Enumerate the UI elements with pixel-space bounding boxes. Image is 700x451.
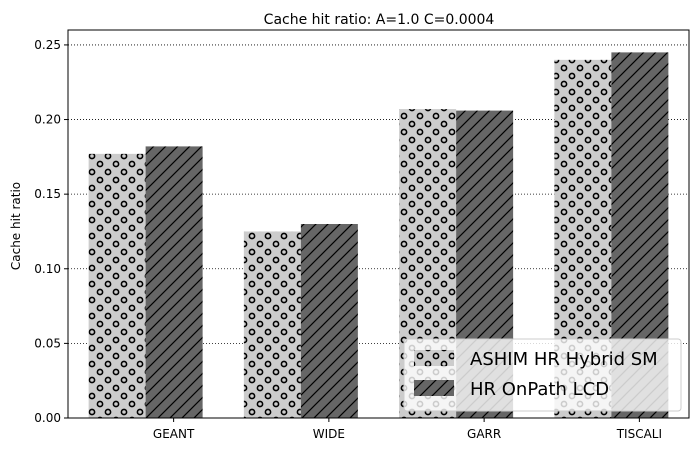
- legend-swatch-onpath: [414, 380, 454, 396]
- x-tick-label: WIDE: [313, 427, 345, 441]
- legend-label-onpath: HR OnPath LCD: [470, 379, 609, 400]
- x-tick-label: TISCALI: [616, 427, 662, 441]
- y-tick-label: 0.00: [34, 411, 61, 425]
- y-tick-label: 0.15: [34, 187, 61, 201]
- legend-box: [403, 338, 682, 412]
- legend: ASHIM HR Hybrid SM HR OnPath LCD: [403, 338, 682, 412]
- bar-geant-series-0: [88, 153, 146, 418]
- x-axis-ticks: GEANT WIDE GARR TISCALI: [153, 418, 662, 441]
- bar-geant-series-1: [145, 146, 203, 418]
- y-tick-label: 0.25: [34, 38, 61, 52]
- x-tick-label: GEANT: [153, 427, 195, 441]
- chart-title: Cache hit ratio: A=1.0 C=0.0004: [264, 12, 495, 28]
- plot-frame: [67, 29, 690, 419]
- bar-wide-series-1: [300, 224, 358, 418]
- y-tick-label: 0.10: [34, 262, 61, 276]
- bar-wide-series-0: [243, 231, 301, 418]
- y-tick-label: 0.20: [34, 113, 61, 127]
- legend-swatch-ashim: [414, 350, 454, 366]
- x-tick-label: GARR: [467, 427, 501, 441]
- y-axis-label: Cache hit ratio: [9, 182, 23, 270]
- legend-label-ashim: ASHIM HR Hybrid SM: [470, 349, 658, 370]
- y-axis-ticks: 0.00 0.05 0.10 0.15 0.20 0.25: [34, 38, 68, 425]
- y-tick-label: 0.05: [34, 336, 61, 350]
